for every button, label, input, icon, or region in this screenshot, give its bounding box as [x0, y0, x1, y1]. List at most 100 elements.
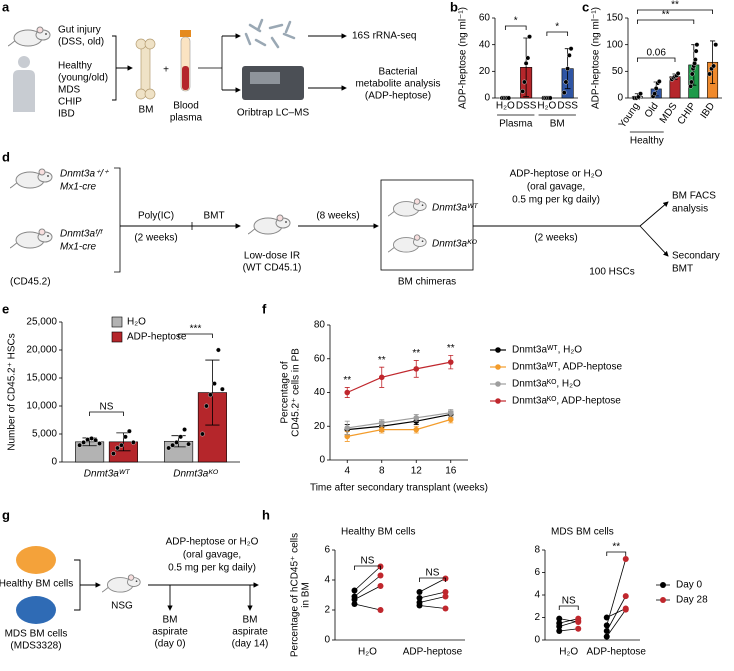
y-axis-label: ADP-heptose (ng ml⁻¹) — [591, 7, 602, 109]
significance-bracket — [89, 411, 124, 416]
legend-label: Dnmt3aᵂᵀ, H₂O — [512, 345, 582, 356]
marker — [413, 366, 420, 372]
legend-label: Day 28 — [676, 595, 708, 606]
data-point — [215, 347, 221, 353]
significance-bracket — [354, 565, 381, 570]
pair-line — [606, 608, 626, 618]
line — [347, 361, 451, 394]
data-point — [219, 386, 225, 392]
significance-bracket — [637, 9, 713, 14]
y-tick-label: 4 — [534, 590, 540, 601]
legend-label: Dnmt3aᴷᴼ, ADP-heptose — [512, 396, 621, 407]
label: Poly(IC) — [138, 211, 174, 222]
label: aspirate — [232, 627, 268, 638]
legend-marker — [495, 347, 501, 353]
label: (DSS, old) — [58, 37, 104, 48]
pair-line — [559, 628, 579, 632]
data-point — [377, 583, 384, 589]
significance-label: NS — [562, 596, 576, 607]
bone-icon — [140, 45, 151, 93]
pair-line — [354, 566, 381, 591]
label: BMT — [203, 211, 224, 222]
panel-label: f — [262, 301, 267, 316]
label: Dnmt3aᴷᴼ — [432, 239, 478, 250]
panel-label: c — [582, 0, 589, 14]
y-tick-label: 0 — [324, 635, 330, 646]
line — [347, 412, 451, 429]
legend-marker — [495, 398, 501, 404]
data-point — [711, 63, 717, 69]
data-point — [575, 619, 582, 625]
mouse-icon — [10, 168, 53, 189]
x-tick-label: H₂O — [496, 101, 515, 112]
label: Healthy BM cells — [0, 579, 73, 590]
x-axis-label: Time after secondary transplant (weeks) — [310, 483, 488, 494]
data-point — [77, 442, 83, 448]
label: 100 HSCs — [589, 267, 635, 278]
label: Blood — [173, 101, 199, 112]
y-tick-label: 0 — [617, 93, 623, 104]
label: Mx1-cre — [60, 182, 97, 193]
data-point — [520, 88, 526, 94]
y-axis-label: Percentage of hCD45⁺ cells — [290, 533, 301, 657]
chimera-box — [380, 179, 474, 271]
data-point — [622, 593, 629, 600]
label: (young/old) — [58, 73, 108, 84]
label: metabolite analysis — [355, 79, 440, 90]
panel-label: h — [262, 507, 270, 522]
legend-marker — [495, 381, 501, 387]
label: Secondary — [672, 251, 720, 262]
legend-label: ADP-heptose — [127, 332, 187, 343]
data-point — [170, 442, 176, 448]
data-point — [377, 607, 384, 613]
data-point — [652, 91, 658, 97]
label: Mx1-cre — [60, 242, 97, 253]
y-tick-label: 4 — [324, 575, 330, 586]
data-point — [565, 66, 571, 72]
arrow — [74, 559, 100, 611]
data-point — [561, 90, 567, 96]
significance-label: ** — [343, 375, 351, 386]
data-point — [506, 95, 512, 101]
significance-label: * — [555, 22, 559, 33]
label: plasma — [170, 113, 203, 124]
y-tick-label: 50 — [612, 66, 624, 77]
data-point — [174, 439, 179, 445]
y-tick-label: 60 — [479, 13, 491, 24]
data-point — [442, 593, 449, 600]
y-tick-label: 100 — [606, 39, 623, 50]
label: (oral gavage, — [527, 182, 585, 193]
y-axis-label: in BM — [301, 582, 312, 608]
label: aspirate — [152, 627, 188, 638]
label: (oral gavage, — [183, 550, 241, 561]
significance-label: NS — [426, 568, 440, 579]
person-icon — [13, 70, 35, 112]
label: Gut injury — [58, 25, 101, 36]
pair-line — [419, 591, 446, 599]
x-tick-label: Dnmt3aᴷᴼ — [173, 469, 219, 480]
pair-line — [419, 605, 446, 609]
y-tick-label: 5,000 — [32, 429, 57, 440]
panel-label: b — [450, 0, 458, 14]
label: Oribtrap LC–MS — [237, 108, 310, 119]
data-point — [692, 57, 698, 62]
data-point — [603, 622, 610, 629]
significance-bracket — [606, 551, 627, 556]
data-point — [186, 441, 191, 447]
pair-line — [606, 609, 627, 637]
data-point — [689, 79, 694, 85]
mouse-icon — [10, 228, 53, 249]
cell-icon — [16, 546, 56, 574]
x-tick-label: ADP-heptose — [403, 647, 463, 658]
data-point — [85, 437, 90, 442]
significance-bracket — [637, 57, 676, 62]
legend-marker — [660, 597, 666, 603]
data-point — [89, 436, 94, 441]
data-point — [693, 48, 699, 54]
significance-bracket — [558, 605, 579, 610]
data-point — [119, 442, 124, 448]
data-point — [377, 572, 384, 579]
y-tick-label: 20 — [314, 421, 326, 432]
line — [347, 418, 451, 437]
